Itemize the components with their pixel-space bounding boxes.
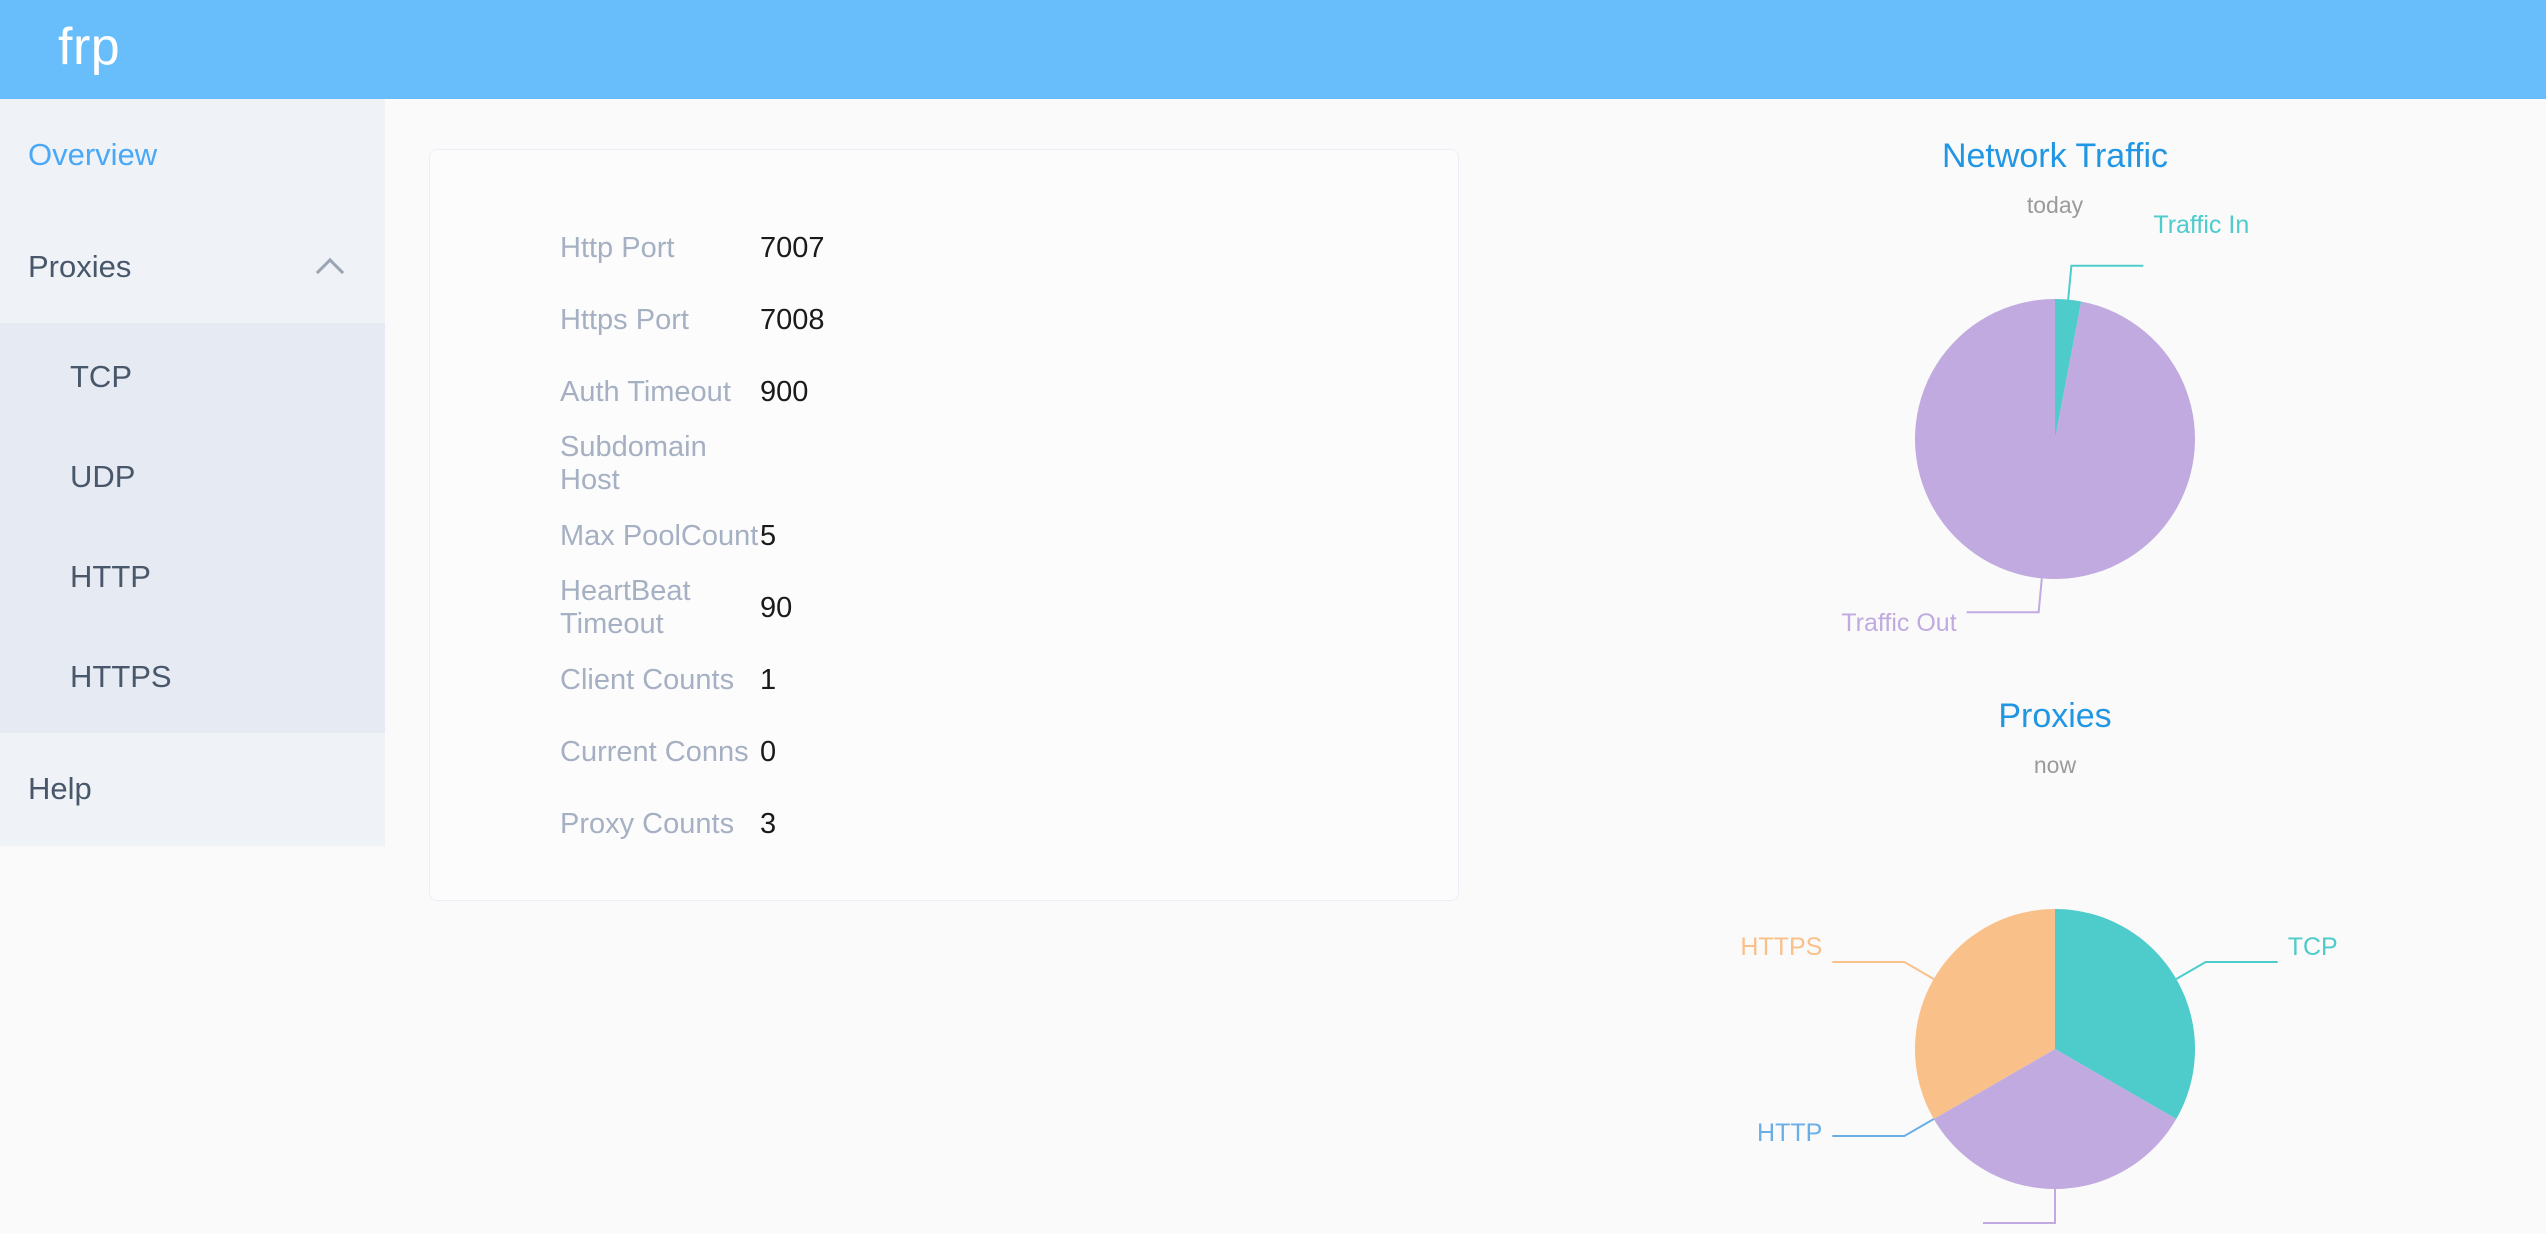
- pie-leader-line: [1966, 578, 2043, 614]
- pie-leader-line: [1832, 961, 1935, 980]
- server-info-row-label: Proxy Counts: [560, 807, 735, 840]
- server-info-row: Https Port 7008: [430, 284, 1458, 356]
- server-info-row-value: 7007: [760, 231, 825, 264]
- network-traffic-svg: [1915, 264, 2195, 614]
- pie-label-traffic-out: Traffic Out: [1841, 609, 1957, 638]
- chevron-up-icon[interactable]: [317, 254, 343, 280]
- network-traffic-title: Network Traffic: [1941, 137, 2169, 175]
- proxies-title: Proxies: [1998, 697, 2112, 735]
- server-info-row-value: 0: [760, 735, 777, 768]
- sidebar-item-help-label: Help: [28, 771, 92, 806]
- proxies-svg: [1832, 909, 2278, 1224]
- sidebar-item-udp[interactable]: UDP: [0, 427, 385, 527]
- server-info-row-label: HeartBeat Timeout: [560, 575, 691, 640]
- pie-leader-line: [2067, 264, 2144, 300]
- server-info-row: Max PoolCount 5: [430, 500, 1458, 572]
- server-info-row: Client Counts 1: [430, 644, 1458, 716]
- server-info-row: Proxy Counts 3: [430, 788, 1458, 860]
- sidebar-item-https-label: HTTPS: [70, 659, 172, 694]
- server-info-row-label: Max PoolCount: [560, 519, 759, 552]
- server-info-row-value: 900: [760, 375, 809, 408]
- server-info-row-value: 1: [760, 663, 777, 696]
- pie-leader-line: [2175, 961, 2278, 980]
- sidebar-item-overview-label: Overview: [28, 137, 158, 172]
- server-info-row-label: Http Port: [560, 231, 675, 264]
- pie-slice-tcp: [2055, 909, 2195, 1119]
- pie-label-traffic-in: Traffic In: [2153, 210, 2250, 239]
- sidebar-item-http-label: HTTP: [70, 559, 151, 594]
- pie-label-tcp: TCP: [2287, 933, 2338, 961]
- pie-slice-https: [1915, 909, 2055, 1119]
- server-info-row-label: Client Counts: [560, 663, 735, 696]
- server-info-row-value: 90: [760, 591, 793, 624]
- server-info-row: Subdomain Host: [430, 428, 1458, 500]
- app-logo-frp: frp: [58, 17, 121, 76]
- proxies-canvas: TCP UDP HTTP HTTPS: [1585, 779, 2525, 1234]
- server-info-row: Current Conns 0: [430, 716, 1458, 788]
- server-info-card: Http Port 7007 Https Port 7008 Auth Timeout 9…: [429, 149, 1459, 901]
- pie-slice-udp: [1933, 1049, 2177, 1189]
- server-info-row-label: Current Conns: [560, 735, 749, 768]
- server-info-row: Http Port 7007: [430, 212, 1458, 284]
- pie-label-https: HTTPS: [1740, 933, 1823, 961]
- sidebar-item-tcp[interactable]: TCP: [0, 327, 385, 427]
- pie-slice-traffic-in: [2055, 299, 2082, 439]
- server-info-row-label: Https Port: [560, 303, 689, 336]
- server-info-row-label: Subdomain Host: [560, 431, 707, 496]
- sidebar-group-proxies-label: Proxies: [28, 249, 132, 284]
- sidebar-group-proxies[interactable]: Proxies: [0, 211, 385, 323]
- network-traffic-chart: Network Traffic today Traffic In Traffic…: [1585, 109, 2525, 669]
- proxies-subtitle: now: [2033, 752, 2077, 778]
- network-traffic-subtitle: today: [2026, 192, 2084, 218]
- pie-slice-traffic-out: [1915, 299, 2195, 579]
- pie-leader-line: [1983, 1189, 2056, 1224]
- proxies-chart: Proxies now TCP UDP HTTP HTTPS: [1585, 669, 2525, 1234]
- sidebar-item-http[interactable]: HTTP: [0, 527, 385, 627]
- sidebar-nav: Overview Proxies TCP UDP HTTP HTTPS Help: [0, 99, 385, 846]
- pie-leader-line: [1832, 1118, 1935, 1137]
- sidebar-item-https[interactable]: HTTPS: [0, 627, 385, 727]
- server-info-rows: Http Port 7007 Https Port 7008 Auth Timeout 9…: [430, 150, 1458, 860]
- sidebar-subnav-proxies: TCP UDP HTTP HTTPS: [0, 323, 385, 733]
- sidebar-item-tcp-label: TCP: [70, 359, 132, 394]
- server-info-row: Auth Timeout 900: [430, 356, 1458, 428]
- sidebar-item-help[interactable]: Help: [0, 733, 385, 845]
- server-info-row-value: 5: [760, 519, 777, 552]
- server-info-row-label: Auth Timeout: [560, 375, 731, 408]
- network-traffic-canvas: Traffic In Traffic Out: [1585, 211, 2525, 669]
- sidebar-item-overview[interactable]: Overview: [0, 99, 385, 211]
- server-info-row-value: 3: [760, 807, 777, 840]
- server-info-row: HeartBeat Timeout 90: [430, 572, 1458, 644]
- pie-label-udp: UDP: [1920, 1232, 1973, 1234]
- pie-label-http: HTTP: [1757, 1119, 1823, 1147]
- sidebar-item-udp-label: UDP: [70, 459, 136, 494]
- main-content: Http Port 7007 Https Port 7008 Auth Timeout 9…: [385, 99, 2546, 1234]
- server-info-row-value: 7008: [760, 303, 825, 336]
- app-header: frp: [0, 0, 2546, 99]
